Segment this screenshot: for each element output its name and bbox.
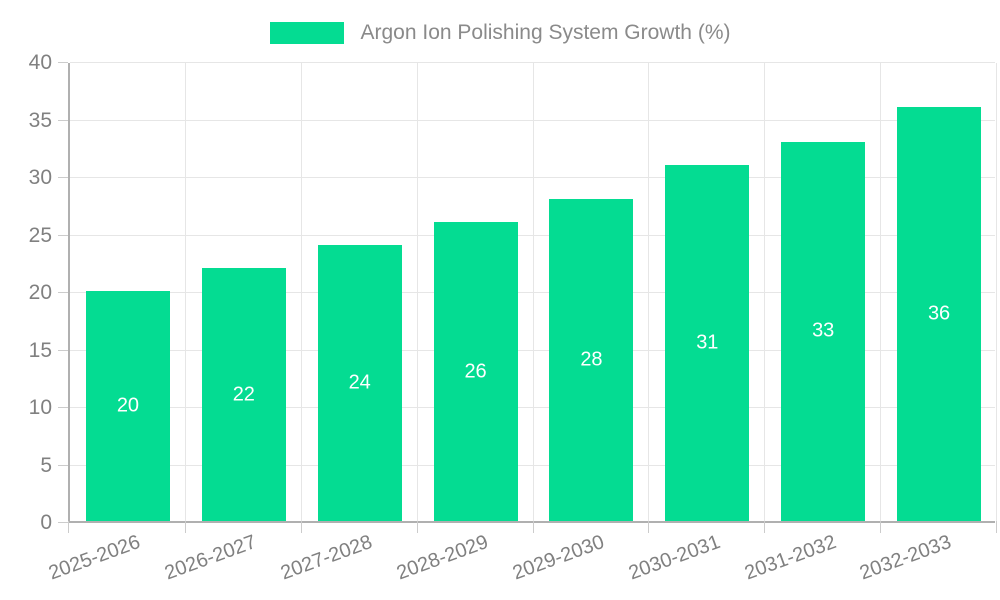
- x-axis-label: 2025-2026: [46, 531, 144, 585]
- x-axis-tick: [764, 521, 766, 533]
- y-axis-label: 25: [28, 223, 52, 247]
- bar-value-label: 26: [464, 360, 487, 382]
- bar-2028-2029[interactable]: 26: [433, 222, 518, 521]
- x-axis-label: 2029-2030: [509, 531, 607, 585]
- x-axis-tick: [68, 521, 69, 533]
- bar-value-label: 31: [696, 331, 719, 354]
- x-axis-label: 2031-2032: [741, 531, 839, 585]
- x-axis-label: 2030-2031: [625, 531, 723, 585]
- y-axis-tick: [58, 234, 68, 236]
- bar-value-label: 22: [232, 383, 255, 405]
- bar-2031-2032[interactable]: 33: [781, 141, 866, 521]
- x-axis-tick: [996, 521, 997, 533]
- y-axis-tick: [58, 407, 68, 408]
- legend-swatch-icon: [269, 22, 344, 44]
- bar-value-label: 24: [348, 371, 371, 394]
- x-axis-label: 2026-2027: [161, 531, 260, 585]
- bar-value-label: 28: [580, 348, 603, 371]
- bar-value-label: 20: [116, 394, 140, 417]
- x-axis-tick: [300, 521, 302, 533]
- x-axis-tick: [880, 521, 882, 533]
- plot-area: 20 22 24 26 28 31 33 36: [58, 62, 997, 533]
- x-axis-label: 2032-2033: [857, 531, 955, 585]
- y-axis-label: 20: [28, 281, 52, 304]
- h-gridline: [70, 62, 995, 63]
- y-axis-tick: [58, 62, 68, 63]
- x-axis-tick: [184, 521, 186, 533]
- legend-label: Argon Ion Polishing System Growth (%): [360, 21, 731, 44]
- x-axis-tick: [648, 521, 650, 533]
- bar-value-label: 33: [812, 319, 835, 342]
- x-axis-tick: [416, 521, 418, 533]
- y-axis-tick: [58, 464, 68, 466]
- bar-2027-2028[interactable]: 24: [317, 245, 402, 521]
- v-gridline: [996, 63, 997, 521]
- v-gridline: [300, 63, 302, 521]
- x-axis-tick: [532, 521, 534, 533]
- y-axis-label: 0: [40, 511, 52, 534]
- y-axis-tick: [58, 349, 68, 351]
- y-axis-tick: [58, 119, 68, 121]
- x-axis-label: 2028-2029: [393, 531, 492, 585]
- y-axis-tick: [58, 292, 68, 293]
- bar-2026-2027[interactable]: 22: [201, 268, 286, 521]
- v-gridline: [880, 63, 882, 521]
- y-axis-tick: [58, 177, 68, 178]
- y-axis-label: 15: [28, 338, 52, 362]
- bar-2029-2030[interactable]: 28: [549, 199, 634, 521]
- bar-2025-2026[interactable]: 20: [85, 291, 170, 521]
- v-gridline: [648, 63, 650, 521]
- y-axis-label: 35: [28, 108, 52, 132]
- y-axis-label: 10: [28, 396, 52, 419]
- bar-2032-2033[interactable]: 36: [897, 107, 982, 521]
- v-gridline: [764, 63, 766, 521]
- bar-2030-2031[interactable]: 31: [665, 164, 750, 521]
- bar-value-label: 36: [927, 302, 951, 325]
- v-gridline: [416, 63, 418, 521]
- legend[interactable]: Argon Ion Polishing System Growth (%): [0, 21, 1000, 45]
- v-gridline: [184, 63, 186, 521]
- x-axis-label: 2027-2028: [277, 531, 376, 585]
- y-axis-label: 30: [28, 166, 52, 189]
- y-axis-tick: [58, 522, 68, 523]
- y-axis-label: 5: [40, 453, 52, 477]
- v-gridline: [532, 63, 534, 521]
- y-axis-label: 40: [28, 51, 52, 74]
